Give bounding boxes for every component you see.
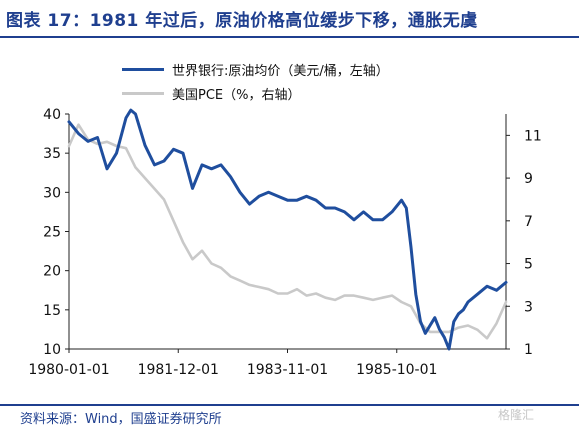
- series-line-oil-price: [67, 108, 508, 351]
- x-tick-label: 1985-10-01: [356, 362, 437, 378]
- right-y-tick-label: 7: [524, 214, 533, 230]
- legend-label-pce: 美国PCE（%，右轴）: [172, 87, 301, 103]
- legend-item-pce: 美国PCE（%，右轴）: [122, 81, 389, 105]
- title-underline: [0, 36, 579, 38]
- right-y-tick-label: 1: [524, 342, 533, 358]
- left-y-tick-label: 25: [43, 225, 61, 241]
- x-tick-label: 1983-11-01: [247, 362, 328, 378]
- source-note: 资料来源：Wind，国盛证券研究所: [20, 412, 222, 427]
- legend-label-oil: 世界银行:原油均价（美元/桶，左轴）: [172, 63, 389, 79]
- right-y-tick-label: 3: [524, 299, 533, 315]
- legend-swatch-oil: [122, 67, 164, 71]
- chart-legend: 世界银行:原油均价（美元/桶，左轴） 美国PCE（%，右轴）: [122, 57, 389, 105]
- legend-item-oil: 世界银行:原油均价（美元/桶，左轴）: [122, 57, 389, 81]
- x-tick-label: 1980-01-01: [28, 362, 109, 378]
- legend-swatch-pce: [122, 91, 164, 95]
- footer-rule: [0, 404, 579, 406]
- left-y-tick-label: 30: [43, 185, 61, 201]
- left-y-tick-label: 10: [43, 342, 61, 358]
- left-y-tick-label: 20: [43, 264, 61, 280]
- left-y-tick-label: 35: [43, 146, 61, 162]
- right-y-tick-label: 9: [524, 171, 533, 187]
- right-y-tick-label: 5: [524, 257, 533, 273]
- x-tick-label: 1981-12-01: [138, 362, 219, 378]
- figure-title: 图表 17：1981 年过后，原油价格高位缓步下移，通胀无虞: [6, 11, 478, 31]
- right-y-tick-label: 11: [524, 128, 542, 144]
- left-y-tick-label: 15: [43, 303, 61, 319]
- series-line-us-pce: [67, 123, 508, 340]
- left-y-tick-label: 40: [43, 107, 61, 123]
- watermark-logo: 格隆汇: [498, 408, 535, 422]
